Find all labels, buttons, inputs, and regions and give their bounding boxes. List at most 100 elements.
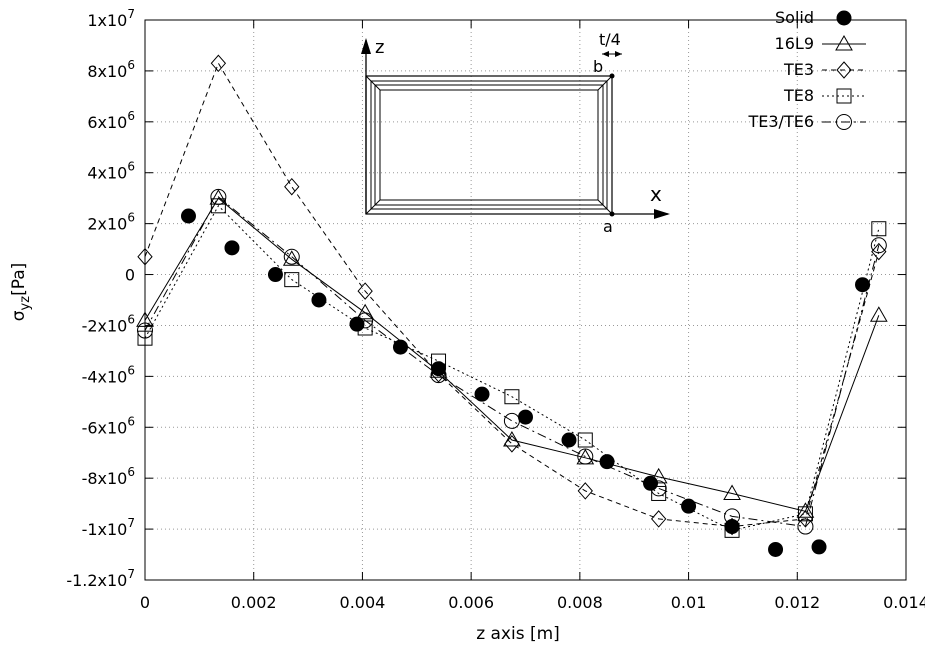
legend-entry-te3-te6: TE3/TE6 xyxy=(747,112,814,131)
data-point-te3-te6 xyxy=(283,248,300,265)
x-tick-label: 0.006 xyxy=(448,593,494,612)
inset-inner-rect-2 xyxy=(374,84,604,206)
y-tick-label: -6x106 xyxy=(82,414,135,437)
y-tick-label: 6x106 xyxy=(87,109,135,132)
thickness-arrowhead xyxy=(615,51,622,57)
data-point-te3 xyxy=(210,54,227,73)
data-point-te3 xyxy=(871,242,887,261)
x-tick-label: 0.008 xyxy=(557,593,603,612)
data-point-te8 xyxy=(210,198,226,214)
y-tick-label: 4x106 xyxy=(87,160,135,183)
series-line-te3 xyxy=(144,62,880,528)
legend-label: TE8 xyxy=(783,86,814,105)
x-tick-label: 0 xyxy=(140,593,150,612)
data-point-te3 xyxy=(724,517,740,536)
legend-marker-16l9 xyxy=(835,34,853,51)
z-axis-arrowhead xyxy=(361,38,371,54)
x-tick-label: 0.012 xyxy=(774,593,820,612)
data-point-te3 xyxy=(651,510,667,528)
inset-inner-rect-3 xyxy=(379,89,599,201)
data-point-solid xyxy=(474,386,490,402)
legend: Solid 16L9 TE3 TE8 TE3/TE6 xyxy=(747,8,866,131)
y-axis-title: σyz[Pa] xyxy=(9,263,33,321)
x-tick-label: 0.002 xyxy=(231,593,277,612)
data-point-te8 xyxy=(284,272,300,288)
data-point-te3 xyxy=(430,365,447,383)
series-markers xyxy=(136,54,888,557)
data-point-te3-te6 xyxy=(650,480,667,497)
data-point-te3 xyxy=(797,510,814,528)
x-tick-label: 0.004 xyxy=(340,593,386,612)
data-point-solid xyxy=(768,541,784,557)
x-axis-arrowhead xyxy=(654,209,670,219)
data-point-16l9 xyxy=(796,502,815,518)
data-point-te3 xyxy=(284,177,300,196)
data-point-te3-te6 xyxy=(137,322,153,339)
legend-label: TE3/TE6 xyxy=(747,112,814,131)
data-point-te8 xyxy=(357,320,373,336)
data-point-solid xyxy=(311,292,327,308)
legend-marker-te3 xyxy=(836,61,852,79)
series-lines xyxy=(144,62,880,531)
data-point-solid xyxy=(224,240,240,256)
point-a-label: a xyxy=(603,217,613,236)
data-point-16l9 xyxy=(869,306,888,322)
y-tick-label: 0 xyxy=(125,266,135,285)
data-point-solid xyxy=(561,432,577,448)
inset-outer-rect xyxy=(365,75,613,215)
data-point-solid xyxy=(267,267,283,283)
inset-corner-line xyxy=(365,199,381,215)
y-tick-label: 2x106 xyxy=(87,211,135,234)
inset-corner-line xyxy=(597,199,613,215)
cross-section-inset: z x t/4 b a xyxy=(361,30,670,236)
data-point-solid xyxy=(431,361,447,377)
legend-marker-te3-te6 xyxy=(836,114,852,130)
legend-marker-solid xyxy=(836,10,852,26)
point-b-marker xyxy=(609,73,615,79)
legend-marker-te8 xyxy=(836,88,852,104)
series-line-te8 xyxy=(144,204,880,531)
data-point-te8 xyxy=(137,330,153,346)
data-point-te3 xyxy=(357,282,373,300)
data-point-te3-te6 xyxy=(724,508,741,525)
data-point-te3-te6 xyxy=(210,188,227,205)
data-point-solid xyxy=(599,454,615,470)
legend-label: Solid xyxy=(775,8,814,27)
data-point-te3-te6 xyxy=(430,367,447,384)
data-point-te8 xyxy=(651,485,667,501)
legend-entry-solid: Solid xyxy=(775,8,814,27)
data-point-solid xyxy=(681,498,697,514)
data-point-16l9 xyxy=(282,250,301,266)
data-point-te3-te6 xyxy=(357,312,374,329)
thickness-arrowhead xyxy=(602,51,609,57)
data-point-te3-te6 xyxy=(577,448,594,465)
legend-entry-16l9: 16L9 xyxy=(775,34,814,53)
data-point-16l9 xyxy=(503,430,521,447)
data-point-solid xyxy=(180,208,196,224)
data-point-16l9 xyxy=(356,303,375,320)
data-point-solid xyxy=(518,409,533,425)
legend-samples xyxy=(822,10,866,130)
data-point-solid xyxy=(392,339,408,355)
data-point-te8 xyxy=(504,389,520,405)
x-axis-title: z axis [m] xyxy=(476,624,560,644)
inset-x-label: x xyxy=(650,182,662,206)
data-point-te3-te6 xyxy=(870,237,887,254)
inset-inner-rect-1 xyxy=(370,80,608,210)
data-point-te3-te6 xyxy=(503,412,520,429)
series-line-16l9 xyxy=(144,197,880,512)
y-tick-label: -4x106 xyxy=(82,363,135,386)
data-point-te3 xyxy=(137,247,153,266)
inset-z-label: z xyxy=(375,37,384,58)
inset-corner-line xyxy=(597,75,613,91)
point-b-label: b xyxy=(593,57,603,76)
y-tick-label: -1x107 xyxy=(82,516,135,539)
plot-frame xyxy=(144,19,907,581)
data-point-16l9 xyxy=(136,311,154,327)
legend-entry-te3: TE3 xyxy=(783,60,814,79)
data-point-te8 xyxy=(797,506,813,522)
data-point-te3-te6 xyxy=(797,518,814,535)
y-tick-label: -1.2x107 xyxy=(66,567,135,590)
x-tick-label: 0.01 xyxy=(671,593,707,612)
